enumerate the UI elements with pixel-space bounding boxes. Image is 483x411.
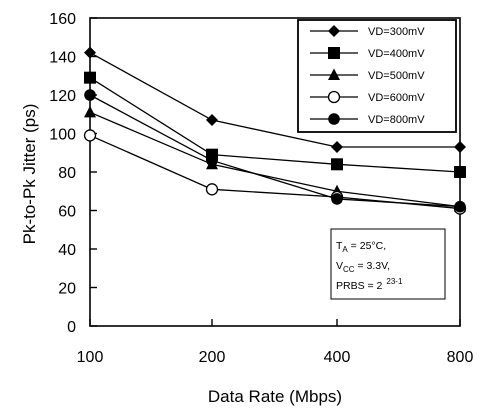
diamond-marker <box>206 114 218 127</box>
series-line <box>89 52 460 148</box>
y-tick-label: 80 <box>58 165 76 182</box>
filled-circle-marker <box>454 200 466 213</box>
legend-label: VD=400mV <box>368 48 425 60</box>
y-tick-label: 60 <box>58 204 76 221</box>
annotation-line: TA = 25°C, <box>336 240 386 254</box>
x-axis-title: Data Rate (Mbps) <box>208 387 342 406</box>
legend-label: VD=600mV <box>368 92 425 104</box>
x-tick-label: 800 <box>447 349 474 366</box>
series-4 <box>83 129 467 215</box>
square-marker <box>331 158 343 171</box>
legend-entry: VD=300mV <box>310 25 425 38</box>
y-tick-label: 20 <box>58 281 76 298</box>
y-tick-label: 100 <box>49 127 76 144</box>
square-marker <box>328 47 340 59</box>
triangle-marker <box>84 105 96 118</box>
legend-entry: VD=600mV <box>310 90 425 104</box>
filled-circle-marker <box>206 154 218 167</box>
filled-circle-marker <box>331 193 343 205</box>
legend-box <box>297 19 457 133</box>
diamond-marker <box>328 25 340 37</box>
x-tick-label: 200 <box>199 349 226 366</box>
y-tick-labels: 0 20 40 60 80 100 120 140 160 <box>49 11 76 336</box>
legend-entry: VD=800mV <box>310 113 425 126</box>
series-line <box>89 111 461 208</box>
y-tick-label: 120 <box>49 88 76 105</box>
legend-label: VD=500mV <box>368 70 425 82</box>
legend: VD=300mV VD=400mV VD=500mV VD=600mV VD=800mV <box>297 19 457 133</box>
x-tick-label: 100 <box>77 349 104 366</box>
y-tick-label: 160 <box>49 11 76 28</box>
series-line <box>89 77 461 173</box>
diamond-marker <box>84 46 96 59</box>
diamond-marker <box>454 140 466 153</box>
legend-entry: VD=500mV <box>310 68 425 82</box>
y-tick-label: 0 <box>67 319 76 336</box>
x-tick-labels: 100 200 400 800 <box>77 349 474 366</box>
y-axis-title: Pk-to-Pk Jitter (ps) <box>20 104 39 245</box>
open-circle-marker <box>83 129 97 142</box>
filled-circle-marker <box>84 89 96 101</box>
diamond-marker <box>331 140 343 153</box>
legend-label: VD=300mV <box>368 26 425 38</box>
series-5 <box>84 89 466 213</box>
triangle-marker <box>328 68 340 80</box>
square-marker <box>84 71 96 84</box>
square-marker <box>454 166 466 178</box>
open-circle-marker <box>327 90 341 104</box>
series-layer <box>83 46 467 215</box>
y-tick-label: 140 <box>49 50 76 67</box>
conditions-annotation: TA = 25°C, VCC = 3.3V, PRBS = 2 23-1 <box>330 228 446 300</box>
annotation-line: PRBS = 2 23-1 <box>336 277 403 292</box>
x-tick-label: 400 <box>324 349 351 366</box>
annotation-line: VCC = 3.3V, <box>336 260 390 274</box>
annotation-box <box>330 228 446 300</box>
legend-label: VD=800mV <box>368 114 425 126</box>
legend-entry: VD=400mV <box>310 47 425 60</box>
series-line <box>89 94 461 208</box>
filled-circle-marker <box>328 113 340 125</box>
series-1 <box>84 46 466 153</box>
y-tick-label: 40 <box>58 242 76 259</box>
open-circle-marker <box>205 183 219 196</box>
